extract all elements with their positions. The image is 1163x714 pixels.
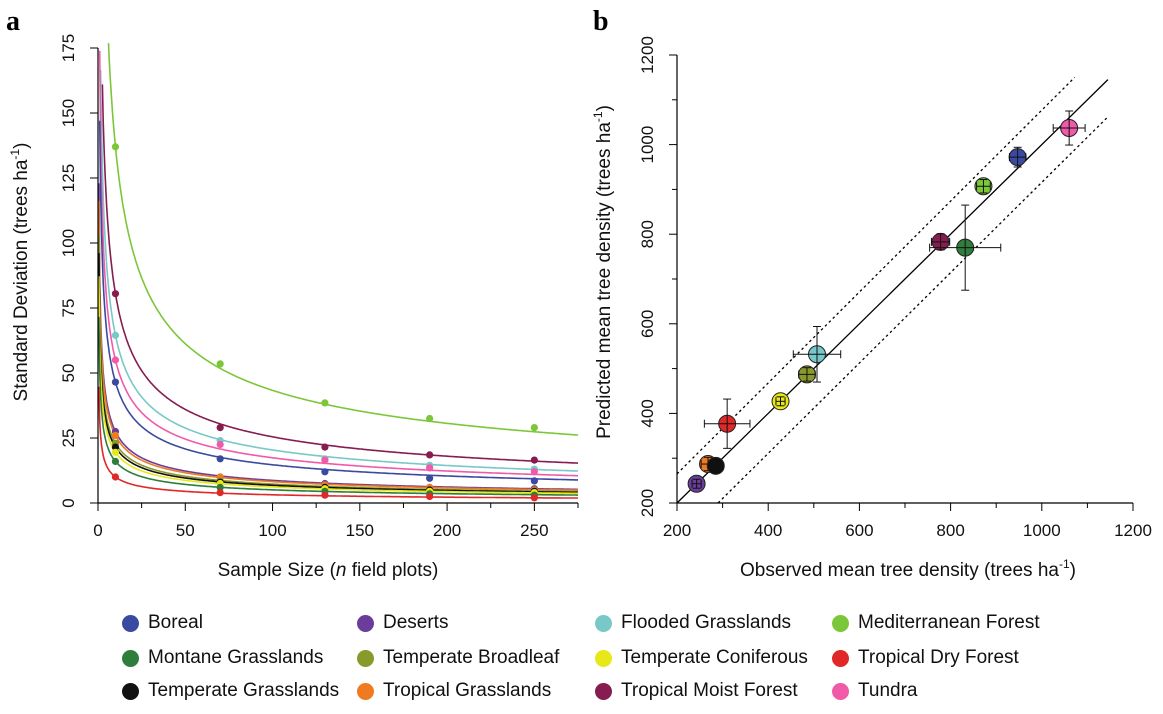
fit-curve-tropical-grasslands <box>98 200 578 491</box>
x-tick-label: 200 <box>663 521 691 540</box>
point-mediterranean-forest <box>530 424 538 432</box>
point-tundra <box>216 440 224 449</box>
point-tropical-dry-forest <box>703 398 751 449</box>
point-montane-grasslands <box>111 457 120 465</box>
y-tick-label: 100 <box>59 229 78 257</box>
y-tick-label: 175 <box>59 34 78 62</box>
x-tick-label: 1000 <box>1023 521 1061 540</box>
point-boreal <box>216 455 224 463</box>
point-montane-grasslands <box>929 204 1002 291</box>
y-tick-label: 1200 <box>638 36 657 74</box>
point-tropical-moist-forest <box>530 456 538 464</box>
x-tick-label: 100 <box>258 521 286 540</box>
point-tundra <box>426 464 434 472</box>
panel-a-y-axis-title: Standard Deviation (trees ha-1) <box>8 143 32 402</box>
y-tick-label: 200 <box>638 489 657 517</box>
fit-curve-mediterranean-forest <box>107 43 579 436</box>
dotted-bound-line <box>676 76 1076 475</box>
x-tick-label: 800 <box>936 521 964 540</box>
panel-b-x-axis-title: Observed mean tree density (trees ha-1) <box>740 557 1076 581</box>
point-flooded-grasslands <box>792 325 842 383</box>
point-tropical-moist-forest <box>321 443 329 451</box>
point-tropical-moist-forest <box>111 290 120 298</box>
point-boreal <box>426 474 434 482</box>
y-tick-label: 400 <box>638 399 657 427</box>
point-flooded-grasslands <box>111 331 120 339</box>
point-montane-grasslands <box>216 483 224 491</box>
fit-curve-montane-grasslands <box>98 316 578 496</box>
x-tick-label: 600 <box>845 521 873 540</box>
point-boreal <box>1008 146 1027 168</box>
point-tundra <box>321 456 329 464</box>
point-boreal <box>111 378 120 386</box>
point-tropical-dry-forest <box>426 492 434 501</box>
panel-a-fit-curves <box>98 43 579 499</box>
y-tick-label: 50 <box>59 364 78 383</box>
x-tick-label: 1200 <box>1114 521 1152 540</box>
point-mediterranean-forest <box>216 360 224 368</box>
panel-a-points <box>111 143 538 502</box>
x-tick-label: 200 <box>433 521 461 540</box>
dotted-bound-line <box>717 116 1109 504</box>
panel-b-y-axis-title: Predicted mean tree density (trees ha-1) <box>591 105 615 439</box>
point-tropical-moist-forest <box>216 424 224 432</box>
one-to-one-line <box>676 79 1109 504</box>
panel-b-letter: b <box>593 6 609 37</box>
point-boreal <box>321 468 329 476</box>
point-mediterranean-forest <box>426 414 434 423</box>
point-temperate-grasslands <box>706 456 725 475</box>
point-tundra <box>1052 110 1086 146</box>
y-tick-label: 150 <box>59 99 78 127</box>
point-tropical-moist-forest <box>930 232 951 251</box>
fit-curve-temperate-coniferous <box>98 276 578 495</box>
panel-b-axes: 200 400 600 800 1000 1200 200 400 600 800 1000 1200 <box>638 36 1152 540</box>
fit-curve-temperate-broadleaf <box>98 235 578 493</box>
x-tick-label: 400 <box>754 521 782 540</box>
point-tropical-moist-forest <box>426 451 434 459</box>
y-tick-label: 125 <box>59 164 78 192</box>
fit-curve-boreal <box>98 120 578 481</box>
point-temperate-coniferous <box>771 392 790 411</box>
point-mediterranean-forest <box>111 143 120 151</box>
point-tropical-dry-forest <box>111 473 120 481</box>
point-tropical-dry-forest <box>321 491 329 499</box>
fit-curve-flooded-grasslands <box>99 69 578 472</box>
panel-a-x-axis-title: Sample Size (n field plots) <box>218 560 439 581</box>
panel-b-points <box>687 110 1086 493</box>
point-tundra <box>530 468 538 476</box>
point-tropical-dry-forest <box>530 494 538 502</box>
x-tick-label: 50 <box>176 521 195 540</box>
point-temperate-broadleaf <box>797 365 816 384</box>
fit-curve-tundra <box>98 50 578 477</box>
point-tundra <box>111 356 120 364</box>
fit-curve-tropical-moist-forest <box>101 84 578 464</box>
x-tick-label: 250 <box>520 521 548 540</box>
point-temperate-grasslands <box>111 443 120 451</box>
y-tick-label: 0 <box>59 498 78 507</box>
point-tropical-dry-forest <box>216 489 224 497</box>
fit-curve-temperate-grasslands <box>98 252 578 494</box>
y-tick-label: 600 <box>638 310 657 338</box>
point-mediterranean-forest <box>321 399 329 407</box>
point-temperate-coniferous <box>111 448 120 456</box>
point-boreal <box>530 477 538 485</box>
x-tick-label: 150 <box>346 521 374 540</box>
y-tick-label: 25 <box>59 429 78 448</box>
y-tick-label: 800 <box>638 220 657 248</box>
panel-a-axes: 0 50 100 150 200 250 0 25 50 75 100 125 150 175 <box>59 34 579 540</box>
y-tick-label: 75 <box>59 299 78 318</box>
point-deserts <box>687 474 706 493</box>
point-tropical-grasslands <box>111 431 120 439</box>
fit-curve-tropical-dry-forest <box>98 386 578 499</box>
panel-a-letter: a <box>6 6 20 37</box>
y-tick-label: 1000 <box>638 126 657 164</box>
panel-b-reference-lines <box>676 76 1109 504</box>
x-tick-label: 0 <box>93 521 102 540</box>
point-mediterranean-forest <box>974 177 993 196</box>
